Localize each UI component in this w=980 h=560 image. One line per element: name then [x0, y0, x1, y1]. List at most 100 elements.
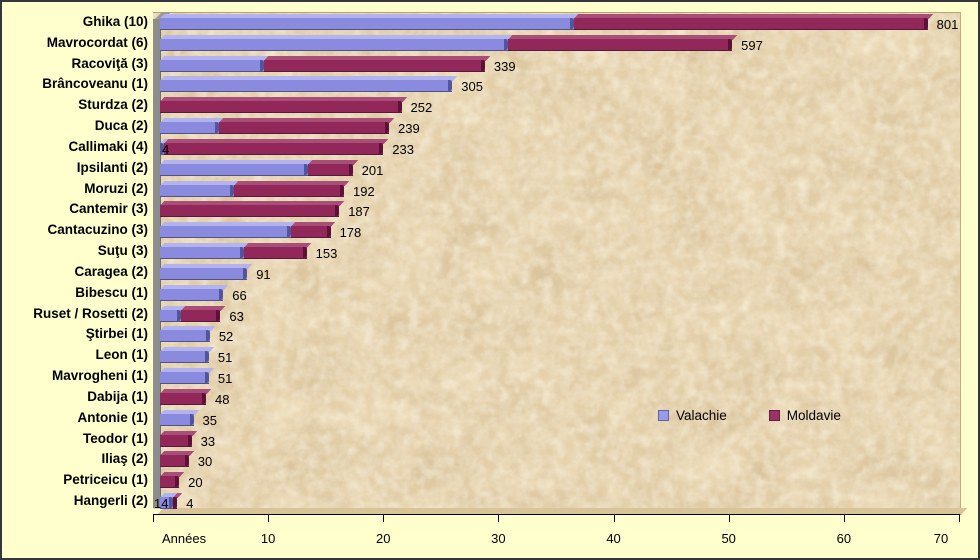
bar-value-label: 239	[398, 121, 420, 137]
parchment-texture	[153, 13, 960, 509]
bar-value-label: 178	[339, 225, 362, 241]
category-label: Racoviţă (3)	[71, 55, 148, 71]
category-label: Antonie (1)	[77, 409, 149, 425]
category-label: Leon (1)	[95, 347, 149, 363]
bar-end-cap	[728, 38, 733, 50]
bar-segment-valachie	[159, 243, 250, 260]
bar-value-label: 153	[315, 246, 338, 262]
bar-segment-valachie	[159, 493, 179, 510]
bar-value-label: 187	[348, 204, 370, 220]
x-axis-tick	[728, 514, 730, 522]
bar-end-cap	[480, 59, 485, 71]
bar-segment-moldavie	[159, 388, 212, 405]
bar-end-cap	[216, 309, 221, 321]
legend-label-moldavie: Moldavie	[786, 408, 841, 423]
bar-segment-moldavie	[180, 305, 226, 322]
bar-end-cap	[243, 267, 248, 279]
x-axis-tick-label: 70	[933, 531, 949, 546]
bar-segment-valachie	[159, 76, 458, 93]
bar-front-face	[160, 476, 180, 489]
bar-value-label: 20	[188, 475, 203, 491]
category-label: Bibescu (1)	[75, 284, 148, 300]
bar-end-cap	[204, 372, 209, 384]
bar-front-face	[160, 309, 182, 322]
category-label: Callimaki (4)	[68, 138, 148, 154]
bar-front-face	[574, 18, 928, 30]
bar-value-label: 201	[361, 162, 384, 178]
category-label: Ruset / Rosetti (2)	[33, 305, 148, 321]
category-label: Mavrocordat (6)	[46, 34, 148, 50]
bar-front-face	[160, 392, 206, 405]
bar-front-face	[163, 142, 384, 155]
bar-value-label: 48	[215, 391, 230, 407]
bar-front-face	[160, 184, 234, 197]
bar-front-face	[173, 497, 178, 510]
bar-front-face	[160, 80, 453, 93]
x-axis-tick-label: 10	[260, 531, 276, 546]
bar-segment-moldavie	[307, 159, 358, 176]
bar-segment-valachie	[159, 55, 269, 72]
x-axis-tick	[843, 514, 845, 522]
bar-value-label: 30	[197, 454, 213, 470]
bar-front-face	[291, 226, 331, 239]
bar-value-label: 252	[410, 100, 433, 116]
category-label: Brâncoveanu (1)	[42, 76, 148, 92]
bar-front-face	[160, 247, 245, 260]
bar-front-face	[160, 455, 189, 468]
plot-area	[153, 12, 961, 509]
bar-value-label: 63	[229, 308, 244, 324]
bar-value-label: 4	[186, 496, 194, 512]
bar-value-label: 339	[493, 58, 516, 74]
category-label: Dabija (1)	[87, 388, 148, 404]
bar-segment-valachie	[159, 347, 215, 364]
bar-front-face	[159, 142, 164, 155]
bar-end-cap	[339, 184, 344, 196]
bar-segment-valachie	[159, 14, 580, 30]
bar-segment-valachie	[159, 180, 240, 197]
bar-segment-moldavie	[244, 243, 312, 260]
bar-segment-valachie	[159, 305, 187, 322]
bar-segment-moldavie	[159, 97, 407, 114]
x-axis-line	[153, 514, 960, 515]
category-label: Petriceicu (1)	[63, 472, 148, 488]
bar-segment-valachie	[159, 368, 215, 385]
bar-front-face	[160, 18, 574, 30]
bar-segment-moldavie	[219, 118, 395, 135]
bar-end-cap	[448, 80, 453, 92]
bar-front-face	[160, 163, 308, 176]
valachie-swatch-icon	[658, 410, 669, 421]
category-label: Iliaş (2)	[101, 451, 148, 467]
bar-start-label: 14	[154, 496, 169, 512]
bar-end-cap	[184, 455, 189, 467]
bar-segment-valachie	[159, 159, 313, 176]
bar-front-face	[263, 59, 485, 72]
x-axis-tick-label: 40	[606, 531, 621, 546]
bar-end-cap	[397, 101, 402, 113]
bar-front-face	[160, 122, 220, 135]
bar-segment-moldavie	[163, 138, 389, 155]
x-axis-tick-label: 50	[721, 531, 736, 546]
bar-end-cap	[204, 351, 209, 363]
x-axis-tick	[383, 514, 385, 522]
bar-segment-valachie	[159, 284, 229, 301]
bar-front-face	[181, 309, 221, 322]
bar-end-cap	[173, 497, 178, 509]
category-label: Ghika (10)	[82, 14, 148, 29]
bar-segment-moldavie	[173, 493, 183, 510]
bar-end-cap	[302, 247, 307, 259]
category-label: Sturdza (2)	[78, 97, 148, 113]
category-label: Moruzi (2)	[84, 180, 148, 196]
bar-front-face	[160, 351, 209, 364]
bar-value-label: 305	[461, 79, 483, 95]
category-label: Teodor (1)	[83, 430, 148, 446]
bar-front-face	[219, 122, 390, 135]
bar-end-cap	[287, 226, 292, 238]
category-label: Duca (2)	[94, 118, 148, 134]
bar-front-face	[244, 247, 307, 260]
x-axis-tick	[613, 514, 615, 522]
bar-value-label: 51	[217, 371, 233, 387]
category-label: Ipsilanti (2)	[76, 159, 148, 175]
bar-segment-valachie	[159, 263, 253, 280]
category-label: Suţu (3)	[97, 243, 148, 259]
bar-value-label: 192	[353, 183, 375, 199]
